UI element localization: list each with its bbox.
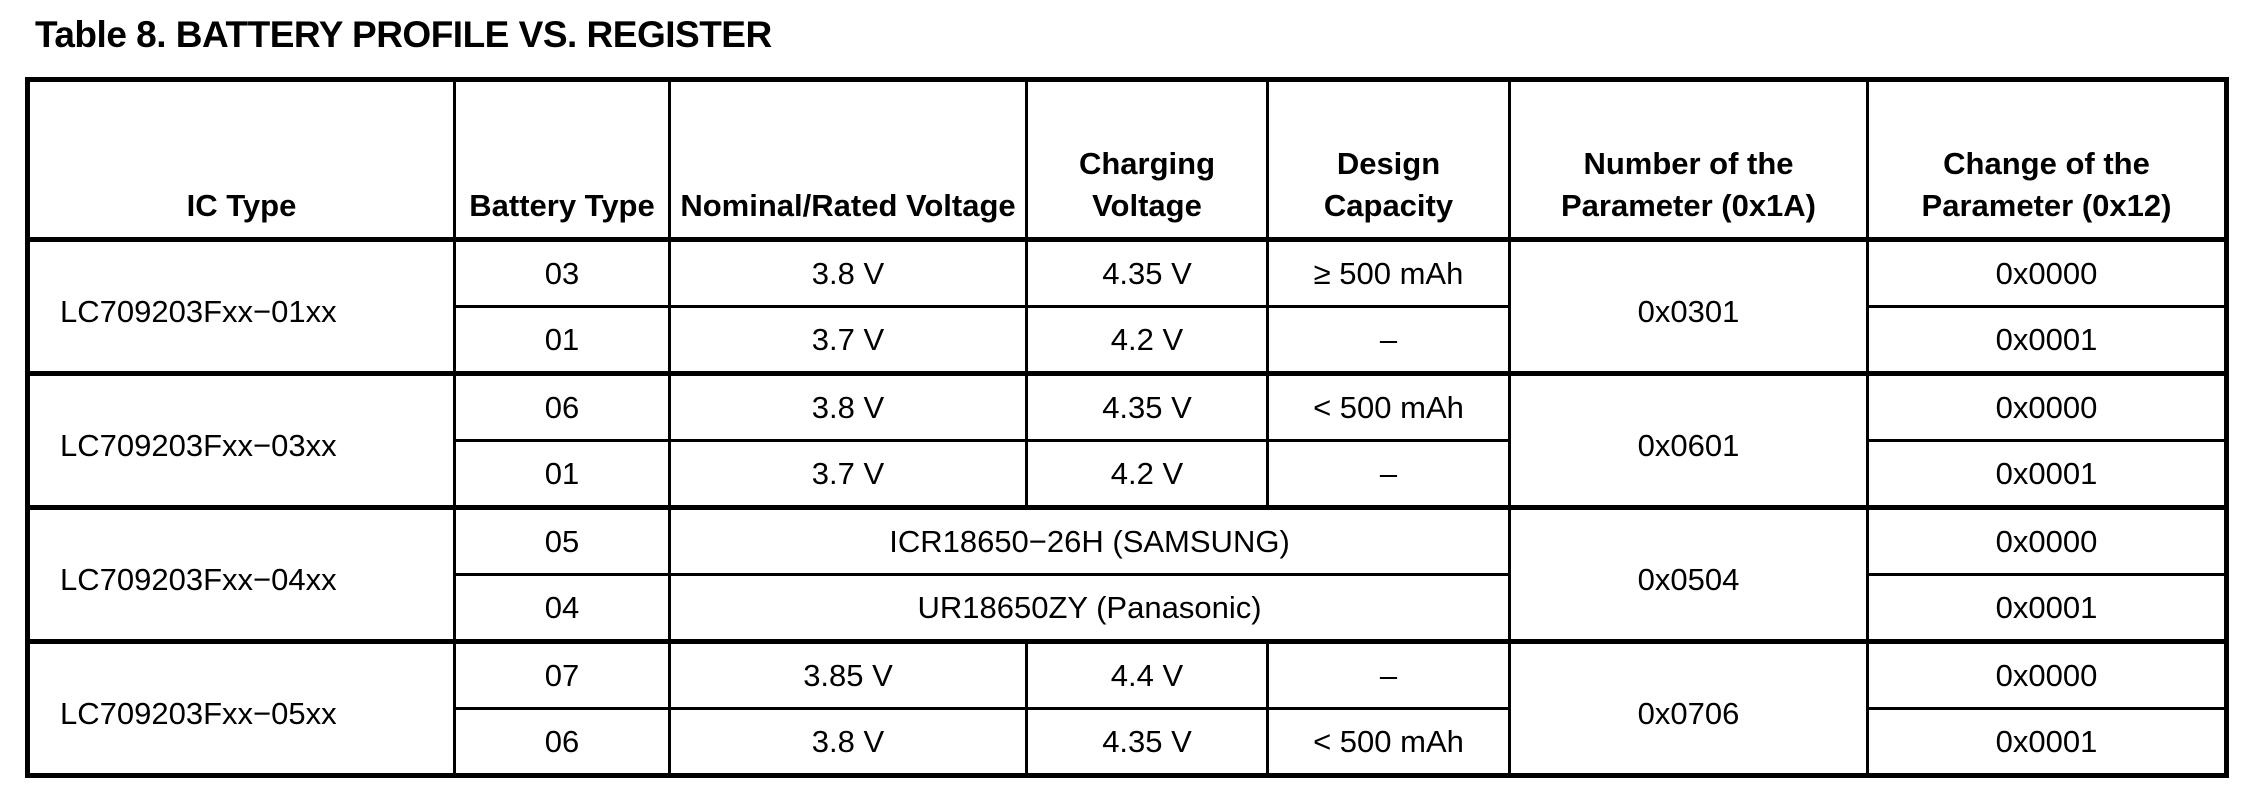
parameter-number-cell: 0x0601 xyxy=(1508,372,1869,509)
parameter-change-cell: 0x0000 xyxy=(1866,372,2228,442)
parameter-change-cell: 0x0001 xyxy=(1866,707,2228,777)
ic-type-cell: LC709203Fxx−03xx xyxy=(26,372,456,509)
nominal-voltage-cell: 3.8 V xyxy=(668,238,1028,308)
charging-voltage-cell: 4.35 V xyxy=(1025,238,1269,308)
parameter-change-cell: 0x0000 xyxy=(1866,640,2228,710)
parameter-number-cell: 0x0504 xyxy=(1508,506,1869,643)
nominal-voltage-cell: 3.85 V xyxy=(668,640,1028,710)
battery-type-cell: 07 xyxy=(453,640,671,710)
battery-cell-model-cell: ICR18650−26H (SAMSUNG) xyxy=(668,506,1511,576)
table-row: LC709203Fxx−05xx 07 3.85 V 4.4 V – 0x070… xyxy=(26,640,2228,777)
ic-type-cell: LC709203Fxx−04xx xyxy=(26,506,456,643)
nominal-voltage-cell: 3.8 V xyxy=(668,372,1028,442)
table-row: 04 UR18650ZY (Panasonic) 0x0001 xyxy=(27,573,2228,643)
design-capacity-cell: – xyxy=(1266,439,1511,509)
ic-type-cell: LC709203Fxx−01xx xyxy=(26,238,456,375)
table-title: Table 8. BATTERY PROFILE VS. REGISTER xyxy=(35,14,772,55)
parameter-number-cell: 0x0301 xyxy=(1508,238,1869,375)
charging-voltage-cell: 4.35 V xyxy=(1025,707,1269,777)
charging-voltage-cell: 4.2 V xyxy=(1025,439,1269,509)
charging-voltage-cell: 4.4 V xyxy=(1025,640,1269,710)
parameter-change-cell: 0x0000 xyxy=(1866,238,2228,308)
design-capacity-cell: – xyxy=(1266,640,1511,710)
table-row: 06 3.8 V 4.35 V < 500 mAh 0x0001 xyxy=(28,707,2228,777)
parameter-change-cell: 0x0001 xyxy=(1866,439,2228,509)
battery-type-cell: 03 xyxy=(453,238,671,308)
battery-type-cell: 05 xyxy=(453,506,671,576)
header-battery-type: Battery Type xyxy=(453,78,671,241)
header-number-of-parameter: Number of the Parameter (0x1A) xyxy=(1508,78,1869,241)
design-capacity-cell: < 500 mAh xyxy=(1266,707,1511,777)
nominal-voltage-cell: 3.7 V xyxy=(668,439,1028,509)
header-change-of-parameter: Change of the Parameter (0x12) xyxy=(1866,78,2228,241)
table-row: 01 3.7 V 4.2 V – 0x0001 xyxy=(27,439,2228,509)
header-design-capacity: Design Capacity xyxy=(1266,78,1511,241)
charging-voltage-cell: 4.2 V xyxy=(1025,305,1269,375)
parameter-change-cell: 0x0001 xyxy=(1866,573,2228,643)
battery-cell-model-cell: UR18650ZY (Panasonic) xyxy=(668,573,1511,643)
design-capacity-cell: – xyxy=(1266,305,1511,375)
table-row: LC709203Fxx−01xx 03 3.8 V 4.35 V ≥ 500 m… xyxy=(26,238,2228,375)
ic-type-cell: LC709203Fxx−05xx xyxy=(26,640,456,777)
table-row: LC709203Fxx−04xx 05 ICR18650−26H (SAMSUN… xyxy=(26,506,2228,643)
parameter-number-cell: 0x0706 xyxy=(1508,640,1869,777)
battery-type-cell: 01 xyxy=(453,305,671,375)
header-row: IC Type Battery Type Nominal/Rated Volta… xyxy=(26,78,2228,241)
nominal-voltage-cell: 3.7 V xyxy=(668,305,1028,375)
battery-type-cell: 01 xyxy=(453,439,671,509)
battery-profile-table: IC Type Battery Type Nominal/Rated Volta… xyxy=(25,77,2229,778)
table-row: 01 3.7 V 4.2 V – 0x0001 xyxy=(27,305,2228,375)
header-ic-type: IC Type xyxy=(26,78,456,241)
design-capacity-cell: ≥ 500 mAh xyxy=(1266,238,1511,308)
battery-type-cell: 04 xyxy=(453,573,671,643)
battery-type-cell: 06 xyxy=(453,707,671,777)
charging-voltage-cell: 4.35 V xyxy=(1025,372,1269,442)
header-charging-voltage: Charging Voltage xyxy=(1025,78,1269,241)
nominal-voltage-cell: 3.8 V xyxy=(668,707,1028,777)
design-capacity-cell: < 500 mAh xyxy=(1266,372,1511,442)
header-nominal-voltage: Nominal/Rated Voltage xyxy=(668,78,1028,241)
parameter-change-cell: 0x0000 xyxy=(1866,506,2228,576)
battery-type-cell: 06 xyxy=(453,372,671,442)
table-row: LC709203Fxx−03xx 06 3.8 V 4.35 V < 500 m… xyxy=(26,372,2228,509)
parameter-change-cell: 0x0001 xyxy=(1866,305,2228,375)
